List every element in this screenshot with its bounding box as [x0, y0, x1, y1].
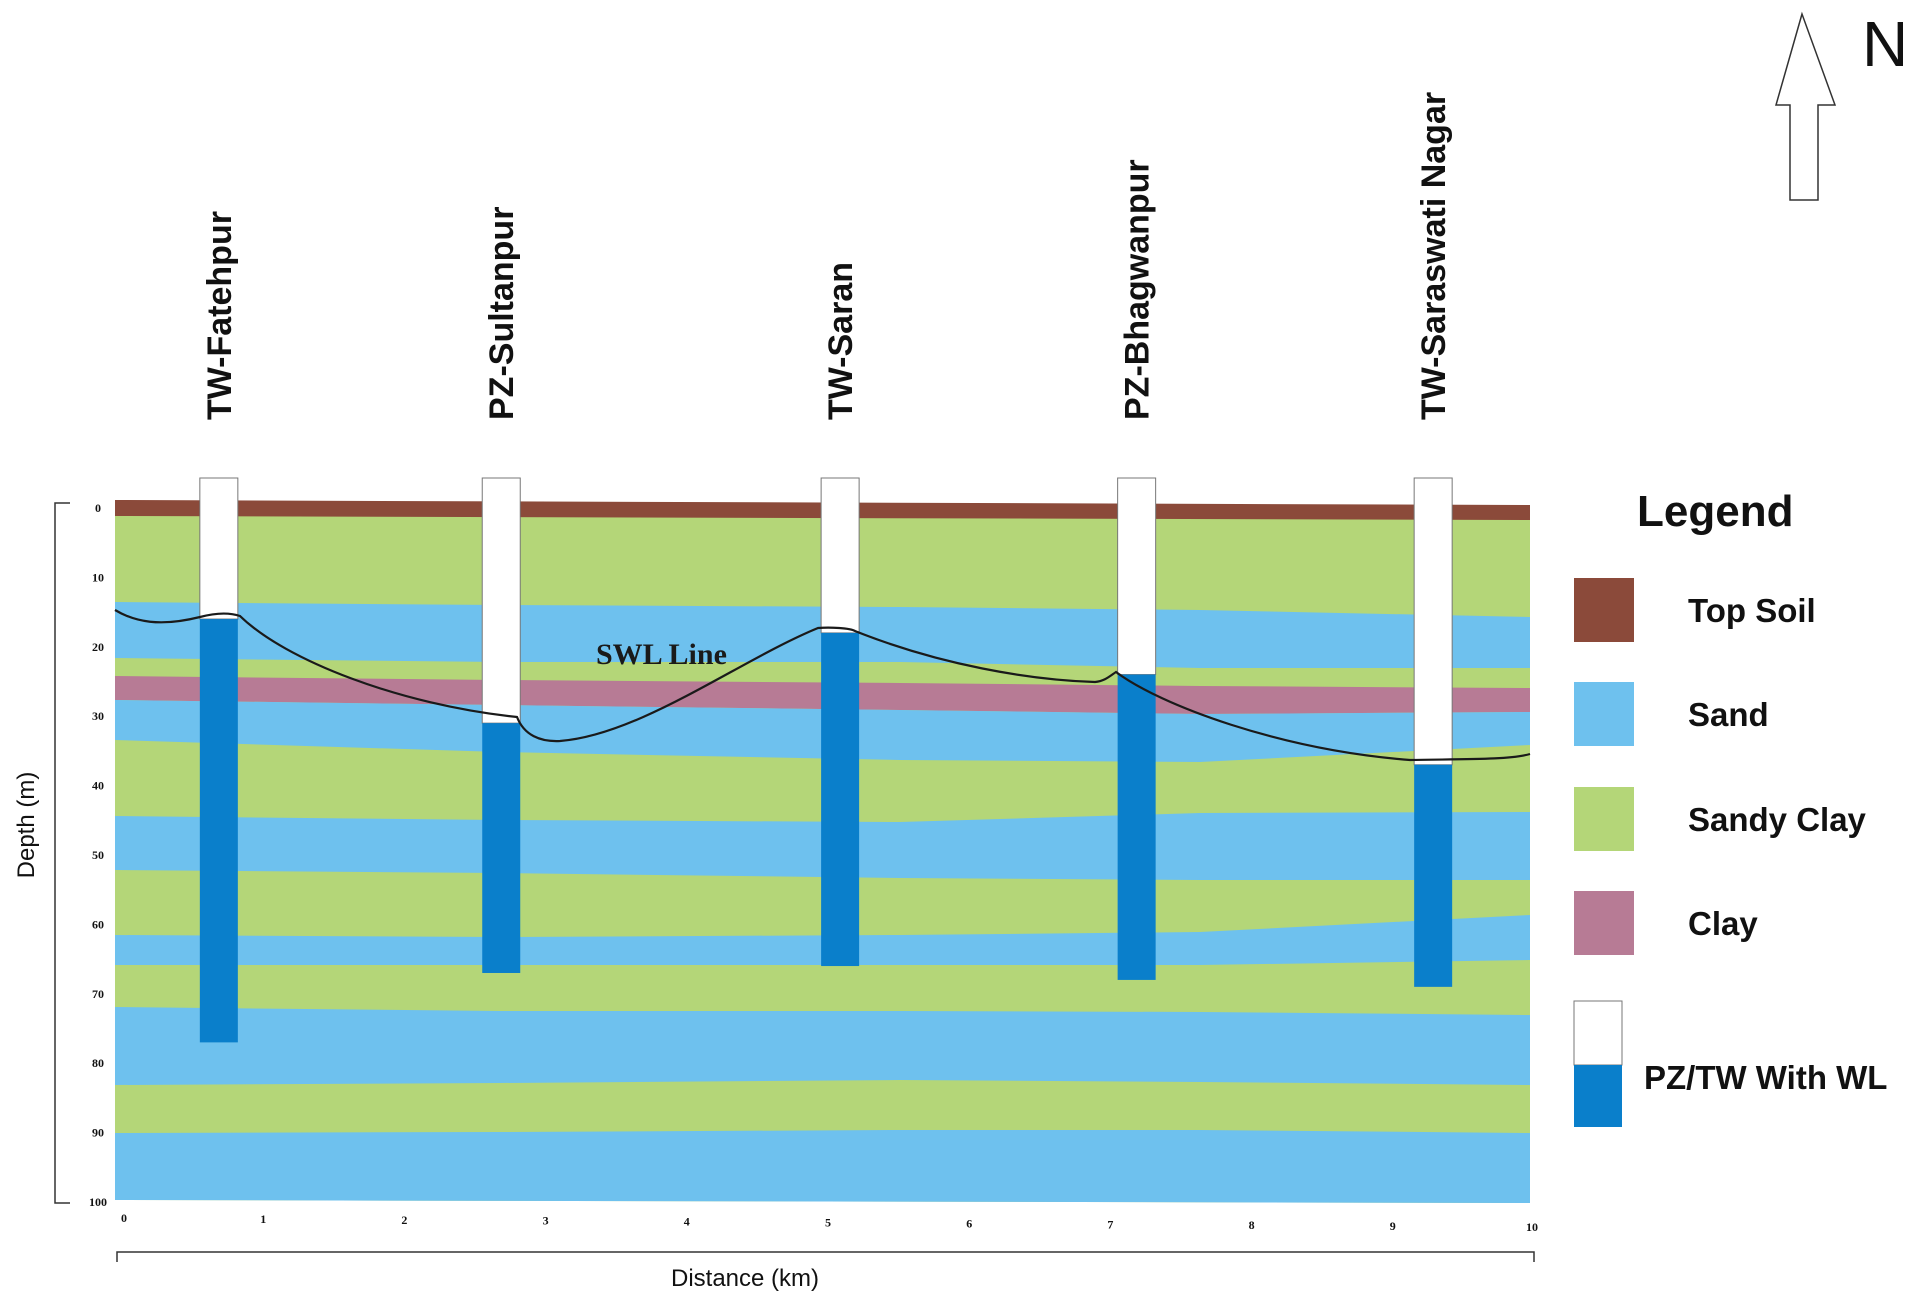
legend-label: Sandy Clay [1688, 801, 1867, 838]
depth-tick-label: 50 [92, 848, 104, 862]
depth-tick-label: 0 [95, 501, 101, 515]
legend: Legend Top Soil Sand Sandy Clay Clay PZ/TW W… [1573, 487, 1887, 1127]
distance-tick-label: 8 [1249, 1218, 1255, 1232]
sand-layer-5 [115, 1007, 1530, 1085]
well-4: TW-Saraswati Nagar [1413, 92, 1453, 987]
north-label: N [1862, 8, 1908, 80]
distance-tick-label: 0 [121, 1211, 127, 1225]
distance-tick-label: 5 [825, 1216, 831, 1230]
well-label: TW-Fatehpur [201, 211, 239, 420]
well-label: PZ-Bhagwanpur [1119, 159, 1157, 420]
distance-tick-label: 7 [1107, 1217, 1113, 1231]
depth-tick-label: 40 [92, 779, 104, 793]
well-1: PZ-Sultanpur [481, 207, 521, 973]
legend-label: Top Soil [1688, 592, 1816, 629]
depth-tick-label: 80 [92, 1056, 104, 1070]
legend-swatch [1574, 578, 1634, 642]
legend-swatch [1574, 787, 1634, 851]
distance-axis-title: Distance (km) [671, 1265, 819, 1291]
distance-tick-label: 9 [1390, 1219, 1396, 1233]
well-water-column [199, 619, 238, 1043]
legend-swatch [1574, 891, 1634, 955]
distance-tick-label: 1 [260, 1212, 266, 1226]
depth-axis-bracket [54, 502, 70, 1204]
sand-layer-6 [115, 1130, 1530, 1203]
legend-label: Clay [1688, 905, 1758, 942]
distance-tick-label: 2 [401, 1213, 407, 1227]
depth-axis: Depth (m) 0 10 20 30 40 50 60 70 80 90 100 [13, 501, 107, 1209]
legend-swatch-well-dry [1573, 1000, 1623, 1066]
well-water-column [1117, 674, 1156, 980]
legend-swatch [1574, 682, 1634, 746]
legend-swatch-well-water [1574, 1065, 1622, 1127]
depth-tick-label: 10 [92, 570, 104, 584]
legend-label: PZ/TW With WL [1644, 1059, 1887, 1096]
distance-tick-label: 4 [684, 1215, 690, 1229]
well-label: PZ-Sultanpur [483, 207, 521, 420]
wells-group: TW-Fatehpur PZ-Sultanpur TW-Saran PZ-Bhagwa… [199, 92, 1453, 1043]
well-water-column [1414, 764, 1453, 987]
swl-line [114, 609, 1531, 762]
depth-tick-label: 30 [92, 709, 104, 723]
north-arrow: N [1775, 8, 1908, 201]
distance-tick-label: 6 [966, 1216, 972, 1230]
well-label: TW-Saran [822, 262, 860, 420]
depth-tick-label: 20 [92, 640, 104, 654]
depth-axis-title: Depth (m) [13, 772, 40, 879]
distance-axis-bracket [116, 1251, 1535, 1262]
well-water-column [821, 632, 860, 967]
well-casing-dry [199, 477, 239, 620]
distance-axis: Distance (km) 0 1 2 3 4 5 6 7 8 9 10 [116, 1211, 1538, 1291]
depth-tick-label: 70 [92, 987, 104, 1001]
north-arrow-icon [1775, 11, 1837, 201]
depth-tick-label: 90 [92, 1126, 104, 1140]
depth-tick-label: 60 [92, 917, 104, 931]
legend-label: Sand [1688, 696, 1769, 733]
well-casing-dry [481, 477, 521, 724]
well-0: TW-Fatehpur [199, 211, 239, 1043]
swl-label: SWL Line [596, 638, 727, 671]
well-label: TW-Saraswati Nagar [1415, 92, 1453, 420]
distance-tick-label: 10 [1526, 1220, 1538, 1234]
well-casing-dry [1413, 477, 1453, 766]
well-2: TW-Saran [820, 262, 860, 967]
legend-title: Legend [1637, 487, 1793, 536]
depth-tick-label: 100 [89, 1195, 107, 1209]
well-water-column [482, 723, 521, 973]
well-casing-dry [820, 477, 860, 634]
well-3: PZ-Bhagwanpur [1117, 159, 1157, 980]
distance-tick-label: 3 [543, 1214, 549, 1228]
well-casing-dry [1117, 477, 1157, 676]
